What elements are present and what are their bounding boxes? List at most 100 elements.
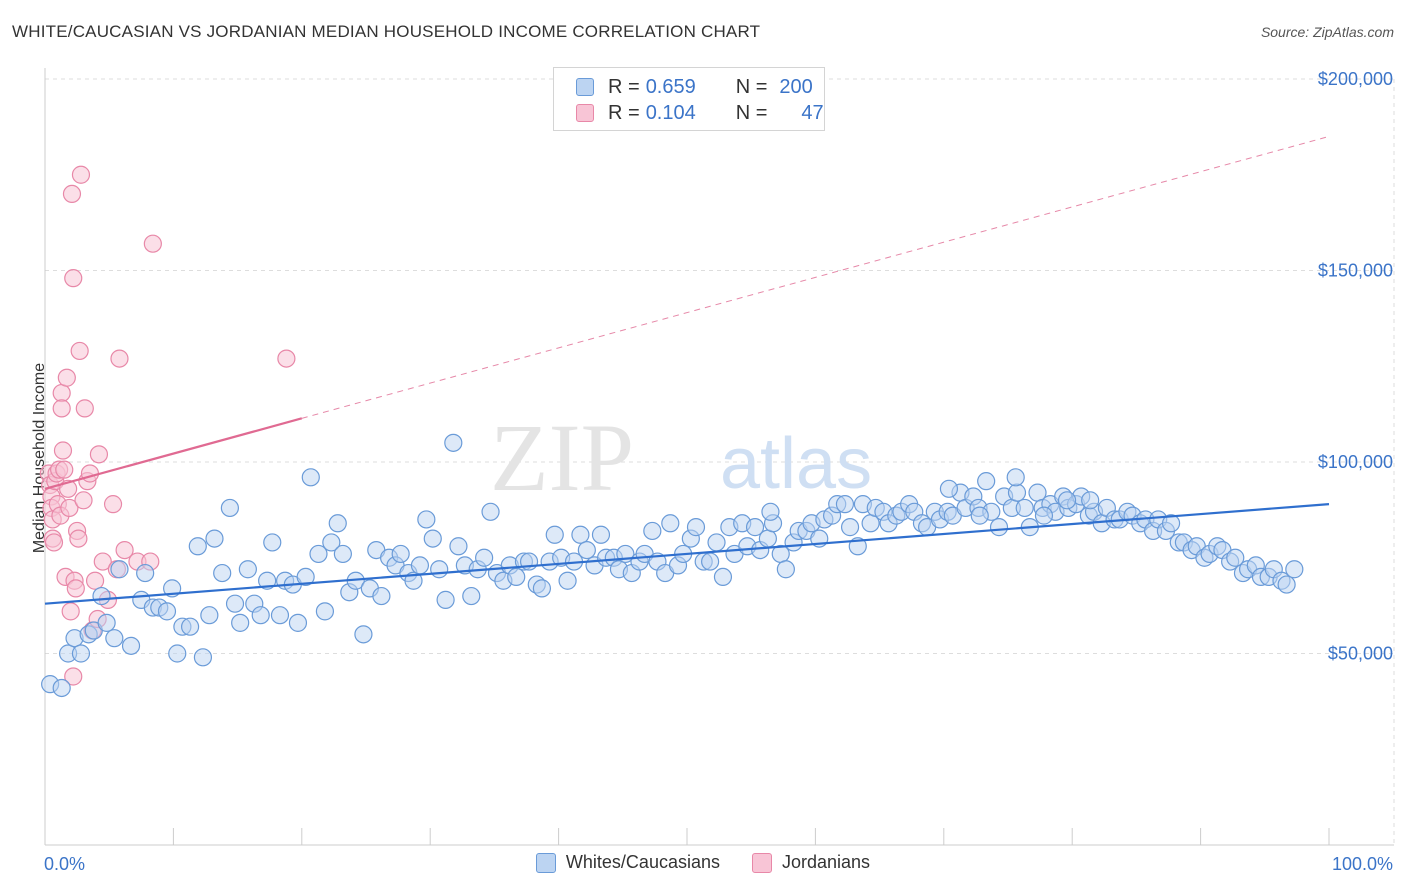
white-point [121,636,141,655]
legend-item-whites: Whites/Caucasians [535,852,720,873]
white-point [105,629,124,648]
r-value-whites: 0.659 [645,75,696,98]
white-point [444,433,463,452]
jordanians-trend-line [44,417,303,490]
jordanian-point [66,579,85,598]
jordanian-point [52,399,71,418]
white-point [136,563,155,583]
n-value-jordanians: 47 [801,101,824,124]
x-tick-label-max: 100.0% [1332,854,1393,874]
jordanian-point [64,667,83,686]
white-point [1057,491,1077,510]
white-point [296,567,315,587]
white-point [686,518,706,537]
legend-label-whites: Whites/Caucasians [565,852,720,872]
white-point [577,540,596,560]
white-point [761,502,780,521]
white-point [251,606,270,625]
white-point [1034,506,1054,525]
white-point [481,502,500,521]
white-point [71,644,91,663]
chart-source: Source: ZipAtlas.com [1260,24,1394,40]
y-tick-label: $200,000 [1318,69,1393,89]
jordanian-point [75,399,94,418]
jordanian-point [93,552,112,571]
jordanian-point [69,529,88,548]
white-point [449,537,468,556]
jordanian-point [62,184,82,203]
whites-points [41,433,1304,698]
x-tick-label-min: 0.0% [44,854,85,874]
white-point [372,586,391,606]
white-point [110,560,129,579]
white-point [707,533,726,552]
jordanian-point [89,445,109,464]
jordanian-point [143,234,162,253]
legend-row-whites: R = 0.659 N = 200 [576,74,813,100]
tick-labels: $50,000 $100,000 $150,000 $200,000 0.0% 100.0… [44,69,1393,874]
white-point [532,579,552,598]
jordanian-point [55,460,74,479]
correlation-legend: R = 0.659 N = 200 R = 0.104 N = 47 [553,67,825,131]
white-point [545,525,564,544]
white-point [301,468,320,487]
jordanian-point [44,533,64,552]
white-point [776,560,795,579]
legend-swatch-pink [752,852,772,873]
white-point [213,563,232,583]
white-point [92,586,111,606]
white-point [507,567,526,587]
white-point [1006,468,1025,487]
whites-trend-line [44,503,1330,605]
white-point [270,606,290,625]
jordanian-point [277,349,296,368]
jordanian-point [103,495,123,514]
jordanian-point [110,349,129,368]
jordanian-point [71,165,91,184]
jordanian-point [53,441,73,460]
y-tick-label: $50,000 [1328,644,1393,664]
white-point [180,617,200,636]
legend-row-jordanians: R = 0.104 N = 47 [576,100,824,126]
white-point [309,544,328,564]
legend-label-jordanians: Jordanians [782,852,871,872]
white-point [462,586,481,606]
white-point [571,525,590,544]
white-point [410,556,430,575]
white-point [977,472,996,491]
axes [44,68,1394,846]
white-point [758,529,777,548]
white-point [713,567,733,587]
legend-swatch-blue [576,78,594,96]
white-point [970,506,989,525]
white-point [97,613,116,632]
trend-lines [44,135,1330,605]
white-point [643,521,662,541]
jordanian-point [85,571,105,590]
white-point [354,625,373,644]
y-tick-label: $100,000 [1318,452,1393,472]
white-point [840,518,860,537]
white-point [701,552,720,571]
legend-swatch-pink [576,104,594,122]
n-label: N = [735,101,768,124]
white-point [989,518,1009,537]
jordanian-point [80,464,100,483]
white-point [391,544,410,564]
white-point [52,678,71,698]
y-tick-label: $150,000 [1318,261,1393,281]
zipatlas-watermark: ZIP atlas [490,404,872,511]
white-point [423,529,442,548]
white-point [193,648,213,667]
n-value-whites: 200 [779,75,813,98]
white-point [661,514,680,533]
white-point [417,510,436,529]
chart-title: WHITE/CAUCASIAN VS JORDANIAN MEDIAN HOUS… [12,22,761,41]
white-point [231,613,250,632]
r-label: R = [608,75,640,98]
white-point [328,514,347,533]
white-point [263,533,282,552]
white-point [1015,498,1034,518]
jordanian-point [61,602,80,621]
jordanian-point [64,269,83,288]
